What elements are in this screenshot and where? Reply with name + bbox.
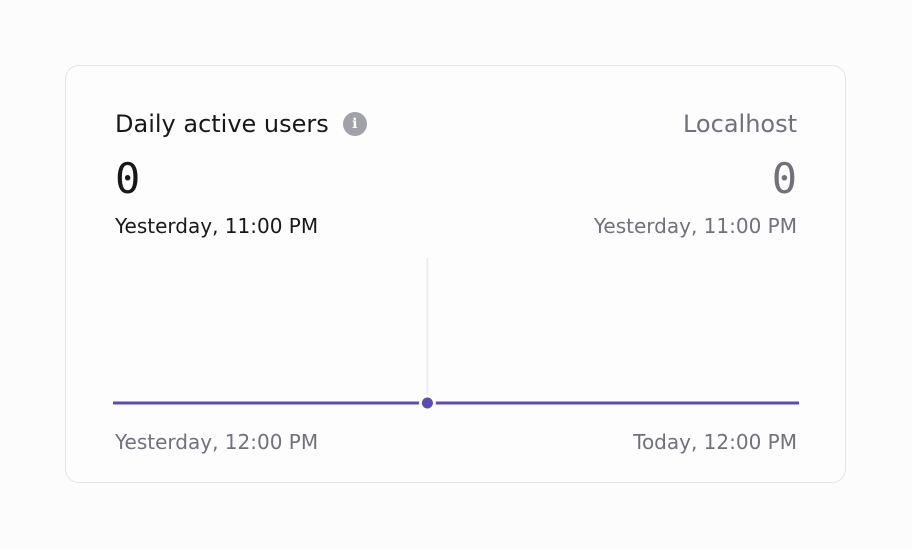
series-value: 0	[771, 154, 797, 203]
total-value: 0	[115, 154, 141, 203]
chart-title-row: Daily active users i	[115, 110, 367, 138]
x-tick-label: Yesterday, 12:00 PM	[115, 430, 319, 454]
x-tick-label: Today, 12:00 PM	[633, 430, 797, 454]
series-date: Yesterday, 11:00 PM	[593, 214, 797, 238]
series-name: Localhost	[682, 110, 797, 138]
chart-card: Daily active users i 0 Yesterday, 11:00 …	[65, 65, 846, 483]
plot-area[interactable]	[66, 66, 847, 484]
hover-date: Yesterday, 11:00 PM	[115, 214, 319, 238]
hover-point	[418, 394, 436, 412]
info-icon[interactable]: i	[342, 112, 367, 136]
chart-title: Daily active users	[115, 110, 329, 138]
